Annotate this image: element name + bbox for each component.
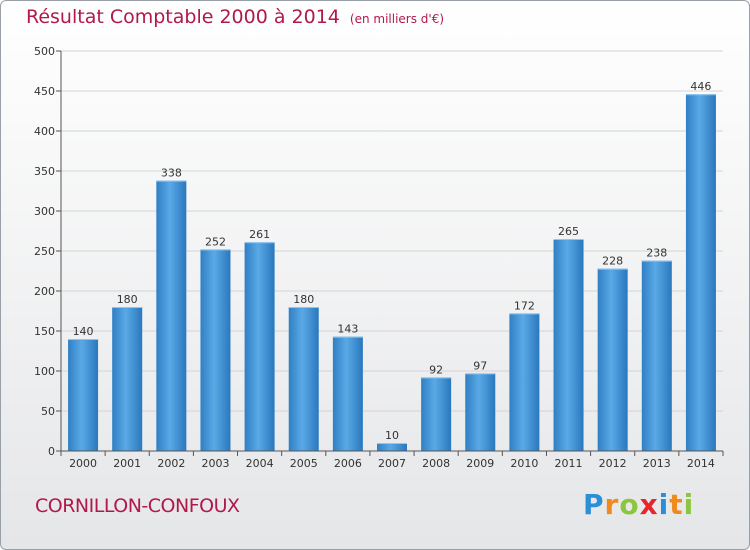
logo-letter: o xyxy=(619,488,640,521)
bar-2002 xyxy=(156,180,187,451)
x-tick-label: 2010 xyxy=(510,457,538,470)
x-tick-label: 2012 xyxy=(599,457,627,470)
y-tick-label: 0 xyxy=(48,445,55,458)
x-tick-label: 2002 xyxy=(157,457,185,470)
x-tick-label: 2005 xyxy=(290,457,318,470)
y-tick-label: 50 xyxy=(41,405,55,418)
value-label: 92 xyxy=(429,363,443,376)
y-tick-label: 400 xyxy=(34,125,55,138)
x-tick-label: 2001 xyxy=(113,457,141,470)
value-label: 265 xyxy=(558,225,579,238)
value-label: 252 xyxy=(205,235,226,248)
bar-layer: 140 180 338 252 261 180 143 10 92 97 172 265 228 238 4… xyxy=(68,80,716,451)
value-label: 172 xyxy=(514,299,535,312)
bar-2007 xyxy=(377,443,407,451)
bar-2006 xyxy=(332,336,363,451)
bar-2005 xyxy=(288,307,319,451)
y-tick-label: 500 xyxy=(34,45,55,58)
y-tick-label: 450 xyxy=(34,85,55,98)
title-unit: (en milliers d'€) xyxy=(349,12,445,26)
x-tick-label: 2008 xyxy=(422,457,450,470)
y-tick-label: 200 xyxy=(34,285,55,298)
bar-2012 xyxy=(597,268,628,451)
chart-title: Résultat Comptable 2000 à 2014 (en millie… xyxy=(26,6,444,28)
value-label: 338 xyxy=(161,167,182,180)
y-tick-label: 150 xyxy=(34,325,55,338)
bar-2001 xyxy=(112,307,143,451)
value-label: 97 xyxy=(473,359,487,372)
bar-2011 xyxy=(553,239,584,451)
y-tick-label: 300 xyxy=(34,205,55,218)
value-label: 228 xyxy=(602,255,623,268)
value-label: 261 xyxy=(249,228,270,241)
value-label: 446 xyxy=(690,80,711,93)
x-tick-label: 2004 xyxy=(246,457,274,470)
value-label: 238 xyxy=(646,247,667,260)
x-tick-label: 2014 xyxy=(687,457,715,470)
bar-2014 xyxy=(685,94,716,451)
logo-letter: t xyxy=(669,488,684,521)
value-label: 143 xyxy=(337,323,358,336)
x-tick-label: 2003 xyxy=(201,457,229,470)
logo-letter: P xyxy=(583,488,605,521)
logo-letter: i xyxy=(658,488,670,521)
bar-2003 xyxy=(200,249,231,451)
commune-name: CORNILLON-CONFOUX xyxy=(35,495,240,517)
bar-2004 xyxy=(244,242,275,451)
y-tick-label: 100 xyxy=(34,365,55,378)
logo-letter: x xyxy=(639,488,659,521)
x-tick-label: 2009 xyxy=(466,457,494,470)
x-tick-label: 2006 xyxy=(334,457,362,470)
bar-2010 xyxy=(509,313,540,451)
x-tick-label: 2013 xyxy=(643,457,671,470)
x-tick-label: 2007 xyxy=(378,457,406,470)
bar-2013 xyxy=(641,260,672,451)
logo-letter: i xyxy=(683,488,695,521)
value-label: 180 xyxy=(117,293,138,306)
bar-2009 xyxy=(465,373,496,451)
value-label: 10 xyxy=(385,429,399,442)
title-main: Résultat Comptable 2000 à 2014 xyxy=(26,6,340,28)
bar-2008 xyxy=(421,377,452,451)
value-label: 180 xyxy=(293,293,314,306)
axis-layer: 0 50 100 150 200 250 300 350 400 450 500 2000 2001 20… xyxy=(34,45,724,470)
proxiti-logo: Proxiti xyxy=(583,488,694,521)
y-tick-label: 350 xyxy=(34,165,55,178)
x-tick-label: 2011 xyxy=(555,457,583,470)
y-tick-label: 250 xyxy=(34,245,55,258)
x-tick-label: 2000 xyxy=(69,457,97,470)
logo-letter: r xyxy=(604,488,620,521)
value-label: 140 xyxy=(73,325,94,338)
bar-2000 xyxy=(68,339,99,451)
